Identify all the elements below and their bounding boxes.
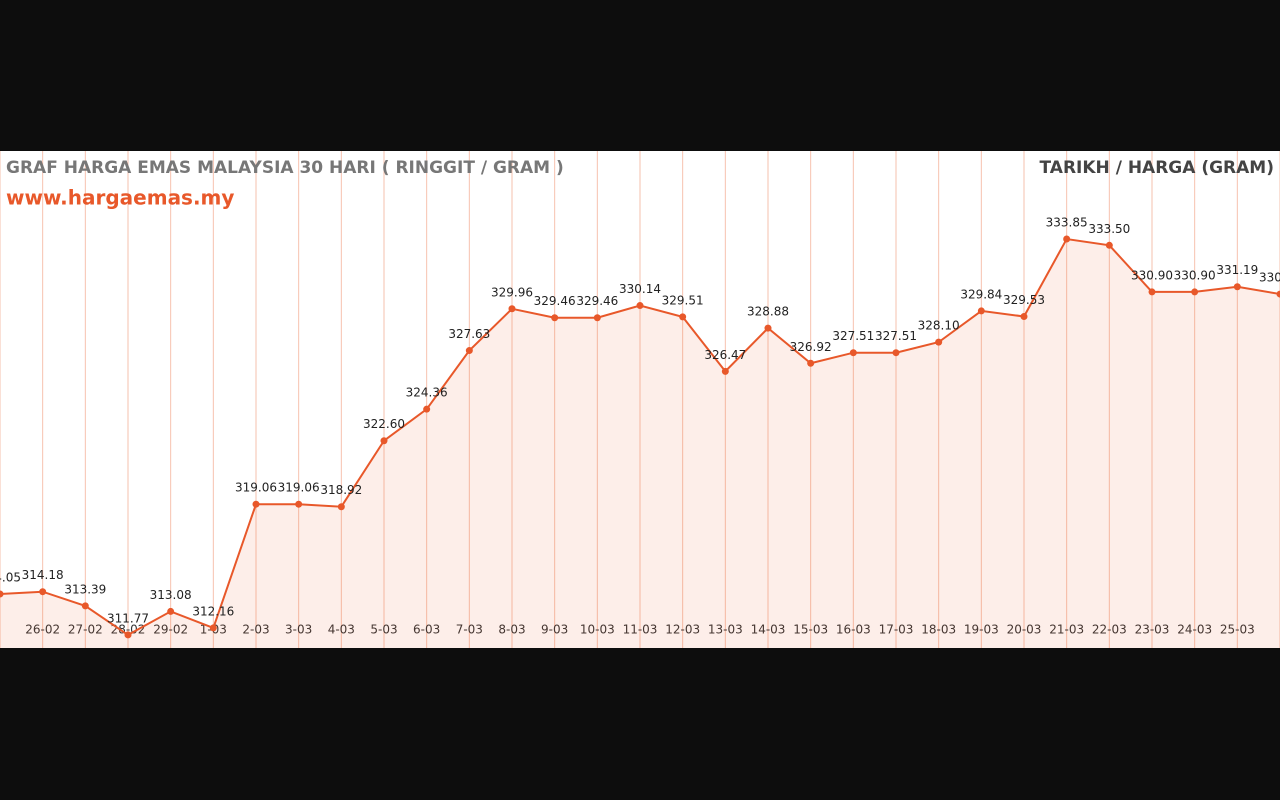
x-tick-label: 18-03 <box>921 623 956 637</box>
x-tick-label: 22-03 <box>1092 623 1127 637</box>
data-label: 313.39 <box>64 582 106 596</box>
x-tick-label: 4-03 <box>328 623 355 637</box>
data-label: 329.46 <box>534 294 576 308</box>
point <box>1148 288 1156 296</box>
point <box>935 338 943 346</box>
data-label: 329.46 <box>576 294 618 308</box>
x-tick-label: 28-02 <box>111 623 146 637</box>
data-label: 314.05 <box>0 571 21 585</box>
x-tick-label: 11-03 <box>623 623 658 637</box>
point <box>167 607 175 615</box>
data-label: 329.51 <box>662 293 704 307</box>
point <box>380 437 388 445</box>
x-tick-label: 27-02 <box>68 623 103 637</box>
point <box>1191 288 1199 296</box>
data-label: 327.51 <box>875 329 917 343</box>
point <box>977 307 985 315</box>
point <box>0 590 4 598</box>
point <box>39 588 47 596</box>
data-label: 314.18 <box>22 568 64 582</box>
data-label: 311.77 <box>107 611 149 625</box>
legend-title: TARIKH / HARGA (GRAM) <box>1040 158 1274 178</box>
data-label: 333.50 <box>1088 222 1130 236</box>
grid <box>0 151 1280 648</box>
point <box>465 347 473 355</box>
point <box>636 302 644 310</box>
x-tick-label: 20-03 <box>1007 623 1042 637</box>
data-label: 324.36 <box>406 386 448 400</box>
x-tick-label: 14-03 <box>751 623 786 637</box>
point <box>295 500 303 508</box>
point <box>337 503 345 511</box>
data-label: 329.53 <box>1003 293 1045 307</box>
point <box>1105 241 1113 249</box>
x-tick-label: 23-03 <box>1135 623 1170 637</box>
x-tick-label: 12-03 <box>665 623 700 637</box>
x-tick-label: 21-03 <box>1049 623 1084 637</box>
point <box>721 367 729 375</box>
data-label: 333.85 <box>1046 216 1088 230</box>
point <box>807 359 815 367</box>
data-label: 327.63 <box>448 327 490 341</box>
data-label: 330.90 <box>1174 268 1216 282</box>
x-tick-label: 17-03 <box>879 623 914 637</box>
x-tick-label: 10-03 <box>580 623 615 637</box>
data-label: 330.78 <box>1259 271 1280 285</box>
point <box>593 314 601 322</box>
chart-title: GRAF HARGA EMAS MALAYSIA 30 HARI ( RINGG… <box>6 158 564 178</box>
x-tick-label: 7-03 <box>456 623 483 637</box>
point <box>1276 290 1280 298</box>
x-tick-label: 9-03 <box>541 623 568 637</box>
point <box>1233 283 1241 291</box>
point <box>849 349 857 357</box>
data-label: 329.96 <box>491 285 533 299</box>
data-label: 326.92 <box>790 340 832 354</box>
chart-subtitle: www.hargaemas.my <box>6 186 234 210</box>
x-tick-label: 24-03 <box>1177 623 1212 637</box>
x-tick-label: 6-03 <box>413 623 440 637</box>
x-tick-label: 13-03 <box>708 623 743 637</box>
data-label: 327.51 <box>832 329 874 343</box>
point <box>1063 235 1071 243</box>
point <box>551 314 559 322</box>
x-tick-label: 16-03 <box>836 623 871 637</box>
point <box>81 602 89 610</box>
point <box>124 631 132 639</box>
x-tick-label: 15-03 <box>793 623 828 637</box>
data-label: 328.88 <box>747 305 789 319</box>
point <box>508 305 516 313</box>
data-label: 326.47 <box>704 348 746 362</box>
data-label: 331.19 <box>1216 263 1258 277</box>
point <box>764 324 772 332</box>
plot: 26-0227-0228-0229-021-032-033-034-035-03… <box>0 216 1280 648</box>
data-label: 312.16 <box>192 604 234 618</box>
point <box>209 624 217 632</box>
data-label: 322.60 <box>363 417 405 431</box>
data-label: 330.90 <box>1131 268 1173 282</box>
x-tick-label: 3-03 <box>285 623 312 637</box>
x-tick-label: 29-02 <box>153 623 188 637</box>
point <box>679 313 687 321</box>
x-tick-label: 8-03 <box>498 623 525 637</box>
point <box>892 349 900 357</box>
x-tick-label: 26-02 <box>25 623 60 637</box>
data-label: 313.08 <box>150 588 192 602</box>
data-label: 330.14 <box>619 282 661 296</box>
data-label: 318.92 <box>320 483 362 497</box>
chart: 26-0227-0228-0229-021-032-033-034-035-03… <box>0 151 1280 648</box>
point <box>252 500 260 508</box>
x-tick-label: 2-03 <box>242 623 269 637</box>
data-label: 319.06 <box>278 481 320 495</box>
area <box>0 239 1280 648</box>
x-tick-label: 25-03 <box>1220 623 1255 637</box>
data-label: 328.10 <box>918 319 960 333</box>
point <box>423 405 431 413</box>
data-label: 319.06 <box>235 481 277 495</box>
x-tick-label: 5-03 <box>370 623 397 637</box>
data-label: 329.84 <box>960 287 1002 301</box>
x-tick-label: 19-03 <box>964 623 999 637</box>
point <box>1020 312 1028 320</box>
